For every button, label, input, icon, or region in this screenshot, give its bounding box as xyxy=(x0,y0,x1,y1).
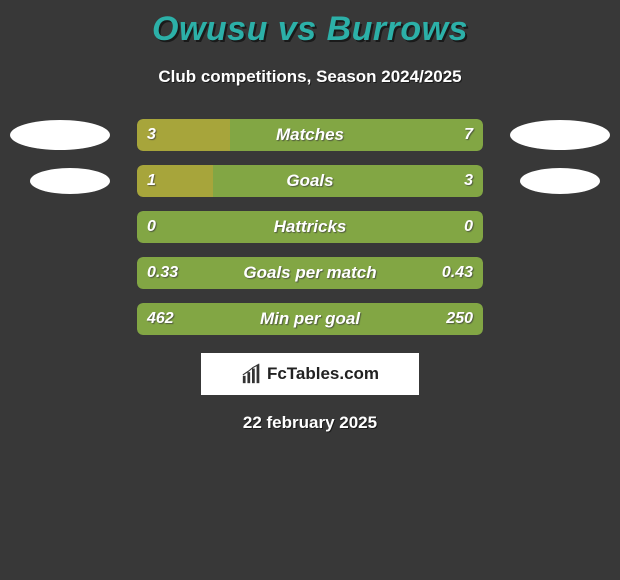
stat-value-left: 462 xyxy=(147,303,174,335)
stat-bar: 37Matches xyxy=(137,119,483,151)
stat-value-right: 0 xyxy=(464,211,473,243)
stat-bar: 13Goals xyxy=(137,165,483,197)
stat-bar-right-segment xyxy=(137,211,483,243)
stat-value-right: 7 xyxy=(464,119,473,151)
stat-bar: 462250Min per goal xyxy=(137,303,483,335)
stat-value-left: 1 xyxy=(147,165,156,197)
branding-text: FcTables.com xyxy=(267,364,379,384)
stat-row: 37Matches xyxy=(0,119,620,151)
stat-value-right: 250 xyxy=(446,303,473,335)
player-photo-placeholder-right xyxy=(510,120,610,150)
stat-bar-right-segment xyxy=(137,257,483,289)
stat-bar-right-segment xyxy=(230,119,483,151)
stat-bar: 00Hattricks xyxy=(137,211,483,243)
page-title: Owusu vs Burrows xyxy=(0,0,620,49)
stat-bar-right-segment xyxy=(137,303,483,335)
footer-date: 22 february 2025 xyxy=(0,413,620,433)
stat-value-right: 3 xyxy=(464,165,473,197)
player-photo-placeholder-left xyxy=(10,120,110,150)
stat-value-right: 0.43 xyxy=(442,257,473,289)
stat-row: 462250Min per goal xyxy=(0,303,620,335)
stat-bar: 0.330.43Goals per match xyxy=(137,257,483,289)
player-photo-placeholder-left xyxy=(30,168,110,194)
stat-bar-right-segment xyxy=(213,165,483,197)
stat-row: 0.330.43Goals per match xyxy=(0,257,620,289)
player-photo-placeholder-right xyxy=(520,168,600,194)
branding-box: FcTables.com xyxy=(201,353,419,395)
stat-value-left: 3 xyxy=(147,119,156,151)
stat-value-left: 0.33 xyxy=(147,257,178,289)
stat-value-left: 0 xyxy=(147,211,156,243)
bar-chart-icon xyxy=(241,363,263,385)
stats-container: 37Matches13Goals00Hattricks0.330.43Goals… xyxy=(0,119,620,335)
page-subtitle: Club competitions, Season 2024/2025 xyxy=(0,67,620,87)
stat-row: 00Hattricks xyxy=(0,211,620,243)
stat-row: 13Goals xyxy=(0,165,620,197)
